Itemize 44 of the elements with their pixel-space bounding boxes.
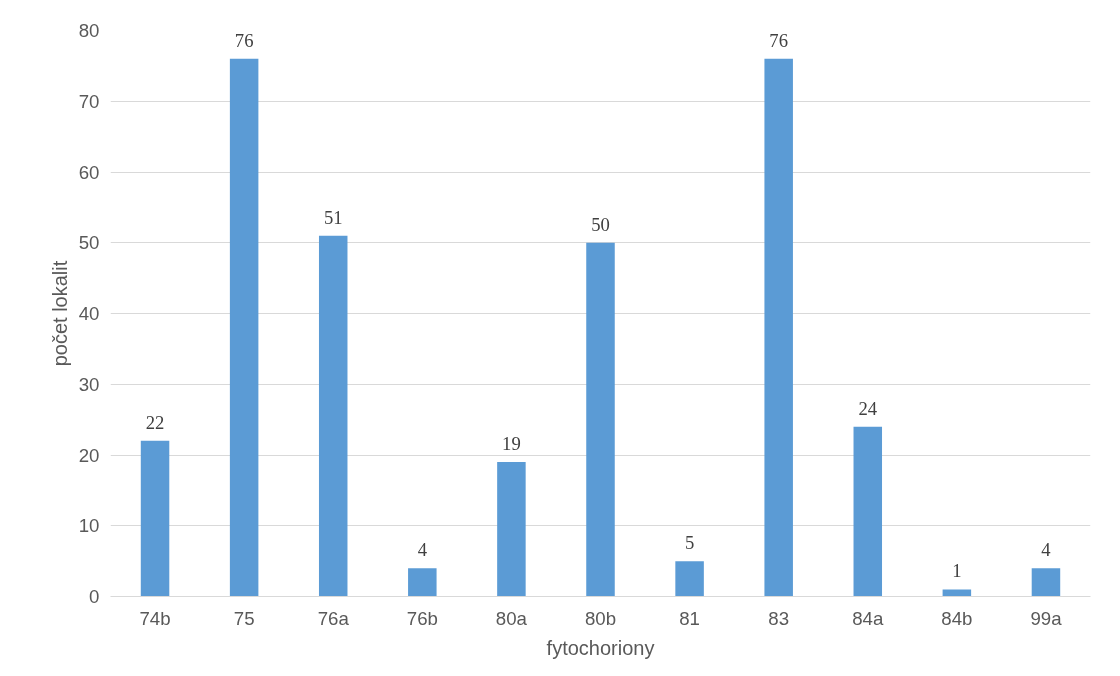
y-tick-label: 70 [78, 90, 100, 112]
x-tick-label: 76b [406, 607, 438, 629]
y-axis-title: počet lokalit [48, 260, 71, 367]
x-tick-label: 83 [768, 607, 790, 629]
x-tick-label: 80b [584, 607, 617, 629]
data-label: 19 [502, 433, 521, 455]
bar [229, 58, 259, 597]
data-label: 4 [417, 539, 428, 561]
x-tick-label: 74b [139, 607, 171, 629]
data-label: 1 [952, 560, 962, 582]
data-label: 50 [591, 213, 610, 235]
y-tick-label: 40 [78, 303, 100, 324]
bar [497, 462, 526, 597]
data-label: 24 [858, 397, 878, 419]
bar [140, 440, 170, 597]
data-label: 4 [1041, 539, 1052, 561]
bar [318, 235, 348, 597]
bar [586, 242, 615, 597]
data-label: 5 [684, 532, 695, 554]
data-label: 76 [769, 29, 789, 51]
bar [1031, 568, 1061, 597]
y-tick-label: 30 [78, 373, 100, 395]
data-label: 51 [323, 206, 343, 228]
y-tick-label: 10 [78, 515, 100, 537]
x-tick-label: 76a [317, 607, 350, 629]
bar [853, 426, 883, 597]
data-label: 76 [234, 29, 254, 51]
x-tick-label: 80a [495, 607, 528, 629]
bar [942, 589, 972, 597]
y-tick-label: 20 [78, 444, 100, 466]
x-tick-label: 81 [679, 607, 700, 629]
x-tick-label: 84b [941, 607, 973, 629]
data-label: 22 [145, 411, 165, 433]
y-tick-label: 80 [78, 20, 100, 41]
y-tick-label: 60 [78, 161, 100, 183]
x-axis-title: fytochoriony [546, 636, 655, 659]
y-tick-label: 0 [89, 586, 100, 607]
bar [408, 568, 437, 597]
x-tick-label: 84a [852, 607, 884, 629]
y-tick-label: 50 [78, 232, 100, 254]
bar [675, 561, 704, 597]
x-tick-label: 99a [1030, 607, 1063, 629]
bar [764, 58, 793, 597]
x-tick-label: 75 [233, 607, 255, 629]
